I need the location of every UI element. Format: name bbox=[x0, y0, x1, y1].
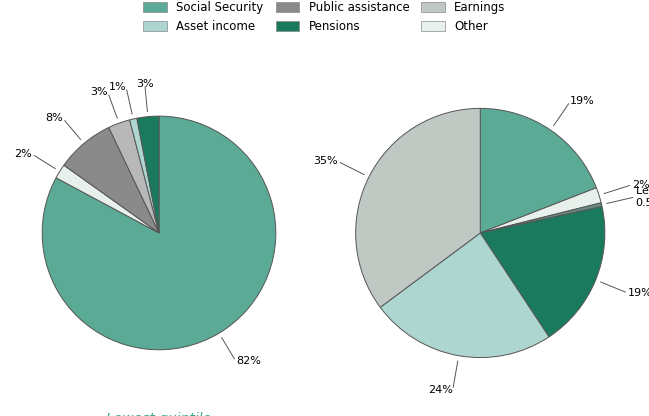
Text: 8%: 8% bbox=[45, 114, 63, 124]
Wedge shape bbox=[356, 108, 480, 307]
Wedge shape bbox=[480, 108, 596, 233]
Text: 2%: 2% bbox=[14, 149, 32, 159]
Text: 24%: 24% bbox=[428, 385, 453, 395]
Text: 19%: 19% bbox=[628, 288, 649, 298]
Wedge shape bbox=[130, 118, 159, 233]
Title: Lowest quintile: Lowest quintile bbox=[106, 412, 212, 416]
Text: Less than
0.5%: Less than 0.5% bbox=[635, 186, 649, 208]
Text: 1%: 1% bbox=[108, 82, 126, 92]
Text: 82%: 82% bbox=[236, 356, 261, 366]
Text: 3%: 3% bbox=[136, 79, 154, 89]
Wedge shape bbox=[480, 188, 601, 233]
Wedge shape bbox=[64, 127, 159, 233]
Wedge shape bbox=[380, 233, 549, 358]
Wedge shape bbox=[56, 165, 159, 233]
Wedge shape bbox=[480, 207, 605, 337]
Wedge shape bbox=[137, 116, 159, 233]
Text: 2%: 2% bbox=[632, 180, 649, 190]
Wedge shape bbox=[42, 116, 276, 350]
Text: 3%: 3% bbox=[90, 87, 108, 97]
Text: 35%: 35% bbox=[313, 156, 337, 166]
Wedge shape bbox=[109, 120, 159, 233]
Legend: Social Security, Asset income, Public assistance, Pensions, Earnings, Other: Social Security, Asset income, Public as… bbox=[140, 0, 509, 37]
Text: 19%: 19% bbox=[570, 97, 595, 106]
Wedge shape bbox=[480, 203, 602, 233]
